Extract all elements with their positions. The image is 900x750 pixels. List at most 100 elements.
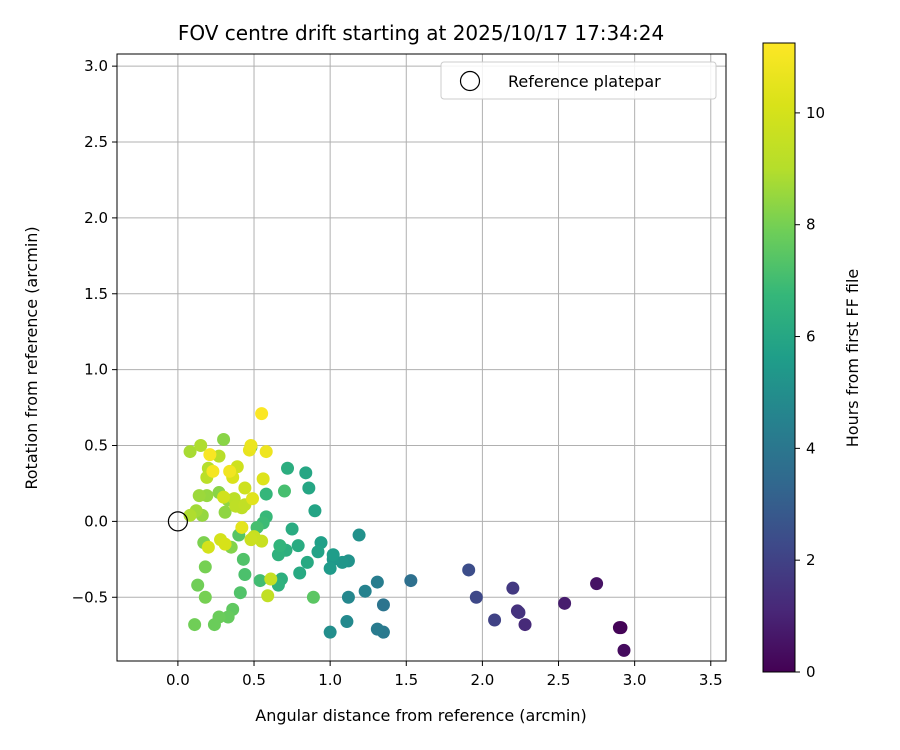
- scatter-point: [198, 560, 212, 574]
- data-points: [183, 407, 631, 657]
- scatter-point: [255, 407, 269, 421]
- y-tick-label: 1.5: [84, 285, 108, 303]
- colorbar-tick-label: 0: [806, 663, 816, 681]
- scatter-point: [293, 566, 307, 580]
- scatter-point: [617, 643, 631, 657]
- scatter-point: [306, 590, 320, 604]
- legend-box: [440, 61, 717, 100]
- colorbar: [762, 42, 796, 673]
- scatter-point: [469, 590, 483, 604]
- scatter-point: [207, 618, 221, 632]
- colorbar-tick-label: 2: [806, 551, 816, 569]
- x-tick-label: 0.5: [242, 671, 266, 689]
- scatter-point: [217, 432, 231, 446]
- scatter-point: [340, 615, 354, 629]
- y-tick-label: 0.0: [84, 512, 108, 530]
- x-tick-label: 3.5: [699, 671, 723, 689]
- y-tick-label: −0.5: [72, 588, 108, 606]
- y-tick-label: 2.5: [84, 133, 108, 151]
- scatter-point: [370, 575, 384, 589]
- reference-layer: [167, 511, 188, 532]
- legend: Reference platepar: [440, 61, 717, 100]
- scatter-point: [281, 461, 295, 475]
- scatter-point: [512, 605, 526, 619]
- scatter-point: [188, 618, 202, 632]
- y-tick-label: 2.0: [84, 209, 108, 227]
- scatter-point: [183, 445, 197, 459]
- scatter-point: [358, 584, 372, 598]
- scatter-point: [352, 528, 366, 542]
- scatter-point: [558, 596, 572, 610]
- plot-frame: [116, 53, 727, 662]
- y-axis-label: Rotation from reference (arcmin): [22, 226, 41, 489]
- x-tick-label: 1.0: [318, 671, 342, 689]
- chart-title: FOV centre drift starting at 2025/10/17 …: [178, 21, 664, 45]
- scatter-point: [198, 590, 212, 604]
- scatter-point: [302, 481, 316, 495]
- scatter-point: [291, 539, 305, 553]
- scatter-point: [308, 504, 322, 518]
- scatter-point: [244, 439, 258, 453]
- scatter-point: [223, 464, 237, 478]
- scatter-point: [244, 533, 258, 547]
- scatter-point: [341, 590, 355, 604]
- scatter-point: [612, 621, 626, 635]
- scatter-point: [311, 545, 325, 559]
- grid: [117, 54, 726, 661]
- scatter-point: [246, 492, 260, 506]
- colorbar-tick-label: 4: [806, 439, 816, 457]
- colorbar-label: Hours from first FF file: [843, 269, 862, 448]
- scatter-point: [233, 586, 247, 600]
- scatter-point: [326, 548, 340, 562]
- scatter-point: [590, 577, 604, 591]
- scatter-point: [206, 464, 220, 478]
- scatter-point: [506, 581, 520, 595]
- scatter-point: [259, 487, 273, 501]
- scatter-point: [462, 563, 476, 577]
- y-axis-ticks: −0.5 0.0 0.5 1.0 1.5 2.0 2.5 3.0: [72, 57, 117, 606]
- scatter-point: [191, 578, 205, 592]
- scatter-point: [264, 572, 278, 586]
- scatter-point: [261, 589, 275, 603]
- scatter-point: [218, 537, 232, 551]
- scatter-point: [236, 552, 250, 566]
- y-tick-label: 0.5: [84, 437, 108, 455]
- scatter-point: [194, 439, 208, 453]
- scatter-point: [256, 472, 270, 486]
- scatter-point: [259, 445, 273, 459]
- legend-marker: [459, 70, 481, 92]
- x-tick-label: 3.0: [623, 671, 647, 689]
- scatter-point: [238, 481, 252, 495]
- x-axis-ticks: 0.0 0.5 1.0 1.5 2.0 2.5 3.0 3.5: [166, 661, 723, 689]
- scatter-point: [370, 622, 384, 636]
- scatter-point: [217, 490, 231, 504]
- x-axis-label: Angular distance from reference (arcmin): [255, 706, 586, 725]
- scatter-point: [221, 610, 235, 624]
- colorbar-tick-label: 8: [806, 216, 816, 234]
- colorbar-ticks: 0 2 4 6 8 10: [795, 104, 825, 681]
- scatter-point: [253, 574, 267, 588]
- scatter-point: [285, 522, 299, 536]
- scatter-point: [300, 555, 314, 569]
- y-tick-label: 3.0: [84, 57, 108, 75]
- scatter-point: [376, 598, 390, 612]
- scatter-point: [235, 520, 249, 534]
- scatter-point: [518, 618, 532, 632]
- scatter-point: [299, 466, 313, 480]
- scatter-point: [218, 505, 232, 519]
- scatter-point: [277, 484, 291, 498]
- scatter-point: [488, 613, 502, 627]
- y-tick-label: 1.0: [84, 361, 108, 379]
- scatter-point: [192, 489, 206, 503]
- colorbar-tick-label: 10: [806, 104, 825, 122]
- scatter-point: [273, 539, 287, 553]
- x-tick-label: 2.0: [470, 671, 494, 689]
- x-tick-label: 0.0: [166, 671, 190, 689]
- scatter-point: [404, 574, 418, 588]
- scatter-point: [323, 561, 337, 575]
- scatter-point: [323, 625, 337, 639]
- x-tick-label: 2.5: [547, 671, 571, 689]
- scatter-point: [203, 448, 217, 462]
- scatter-point: [238, 568, 252, 582]
